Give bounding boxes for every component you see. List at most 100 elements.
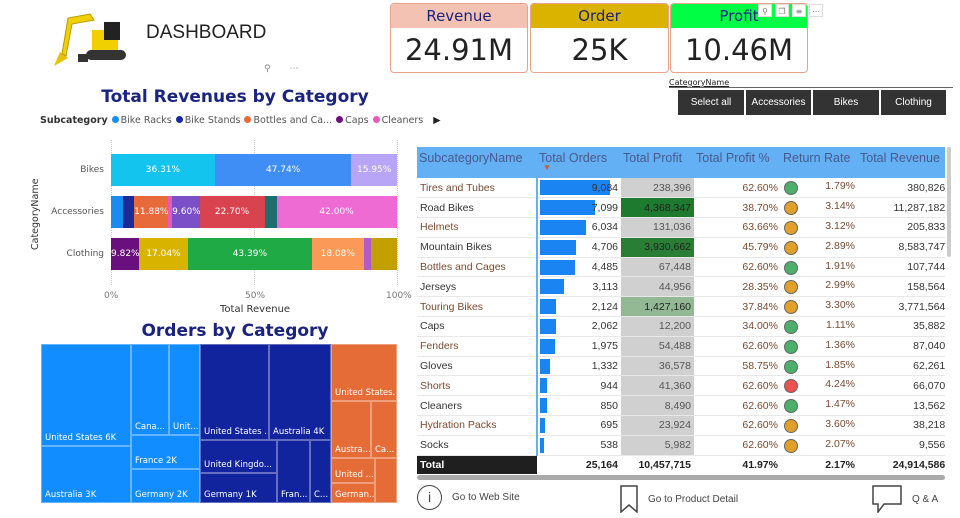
bar-segment[interactable] xyxy=(363,238,372,270)
total-profit-percent: 62.60% xyxy=(694,395,781,417)
total-revenue: 9,556.3 xyxy=(858,435,945,456)
subcategory-name: Cleaners xyxy=(417,395,538,417)
bar-segment[interactable]: 47.74% xyxy=(214,154,352,186)
treemap-tile[interactable]: United States 6K xyxy=(41,344,131,446)
total-cell: 24,914,586.8 xyxy=(892,459,945,472)
treemap-tile-label: Fran... xyxy=(281,490,308,500)
treemap-tile[interactable] xyxy=(375,458,397,503)
total-profit: 4,368,347 xyxy=(621,197,694,219)
treemap-tile[interactable]: United States... xyxy=(331,344,397,401)
visual-header-icons[interactable]: ⚲ ⋯ xyxy=(264,64,307,74)
return-rate: 1.85% xyxy=(781,356,858,377)
pin-icon[interactable]: ⚲ xyxy=(758,4,772,17)
sort-descending-icon[interactable]: ▼ xyxy=(543,163,551,172)
column-header[interactable]: Total Profit % xyxy=(694,147,781,178)
treemap-tile[interactable]: Cana... xyxy=(131,344,169,435)
treemap-tile[interactable]: German... xyxy=(331,483,375,503)
treemap-tile[interactable]: Fran... xyxy=(277,440,310,503)
bar-segment[interactable] xyxy=(264,196,277,228)
bar-segment[interactable]: 18.08% xyxy=(311,238,364,270)
bar-segment[interactable]: 17.04% xyxy=(139,238,188,270)
treemap-tile[interactable]: United Kingdo... xyxy=(200,440,277,473)
bar-segment[interactable]: 11.88% xyxy=(134,196,169,228)
total-profit: 54,488 xyxy=(621,336,694,357)
legend-item[interactable]: Cleaners xyxy=(372,115,423,126)
treemap-tile[interactable]: Unit... xyxy=(169,344,200,435)
legend-next-arrow[interactable]: ▶ xyxy=(433,115,441,126)
table-row[interactable]: Tires and Tubes 9,084 238,396 62.60% 1.79% 38… xyxy=(417,178,945,199)
go-to-product-detail-button[interactable]: Go to Product Detail xyxy=(620,485,738,513)
column-header[interactable]: Return Rate xyxy=(781,147,858,178)
total-cell: 10,457,715 xyxy=(638,459,691,472)
bar-segment[interactable] xyxy=(168,196,173,228)
total-profit-percent: 62.60% xyxy=(694,435,781,456)
column-header-label: SubcategoryName xyxy=(419,151,523,165)
bar-segment[interactable]: 15.95% xyxy=(351,154,397,186)
treemap-tile[interactable]: Ca... xyxy=(371,401,397,458)
qa-button[interactable]: Q & A xyxy=(872,485,938,513)
treemap-tile[interactable]: United ... xyxy=(331,458,375,483)
bar-segment[interactable]: 9.82% xyxy=(111,238,140,270)
treemap-tile[interactable]: France 2K xyxy=(131,435,200,469)
bar-segment[interactable]: 22.70% xyxy=(199,196,265,228)
legend-item[interactable]: Bike Stands xyxy=(175,115,240,126)
column-header-label: Return Rate xyxy=(783,151,851,165)
slicer-select-all[interactable]: Select all xyxy=(678,90,744,115)
column-header[interactable]: SubcategoryName xyxy=(417,147,537,178)
legend-item[interactable]: Bike Racks xyxy=(111,115,172,126)
slicer-accessories[interactable]: Accessories xyxy=(746,90,811,115)
bar-segment[interactable]: 43.39% xyxy=(187,238,312,270)
column-header[interactable]: Total Orders ▼ xyxy=(537,147,621,178)
slicer-bikes[interactable]: Bikes xyxy=(813,90,879,115)
legend-item[interactable]: Bottles and Ca... xyxy=(244,115,332,126)
column-header[interactable]: Total Revenue xyxy=(858,147,945,178)
total-profit: 131,036 xyxy=(621,217,694,238)
legend-item[interactable]: Caps xyxy=(336,115,369,126)
status-orange-circle-icon xyxy=(784,300,798,315)
bar-segment[interactable] xyxy=(122,196,135,228)
column-header[interactable]: Total Profit xyxy=(621,147,694,178)
table-row[interactable]: Hydration Packs 695 23,924 62.60% 3.60% 38,21… xyxy=(417,415,945,436)
copy-icon[interactable]: ❐ xyxy=(775,4,789,17)
treemap-tile[interactable]: United States ... xyxy=(200,344,269,440)
table-horizontal-scrollbar[interactable] xyxy=(417,475,945,480)
bar-segment[interactable] xyxy=(111,196,123,228)
total-profit: 12,200 xyxy=(621,316,694,337)
x-axis-label: Total Revenue xyxy=(220,304,291,315)
table-vertical-scrollbar[interactable] xyxy=(947,147,951,257)
more-options-icon[interactable]: ⋯ xyxy=(809,4,823,17)
filter-icon[interactable]: ≡ xyxy=(792,4,806,17)
return-rate-value: 4.24% xyxy=(825,378,855,391)
table-row[interactable]: Bottles and Cages 4,485 67,448 62.60% 1.91% 1… xyxy=(417,257,945,278)
table-row[interactable]: Touring Bikes 2,124 1,427,160 37.84% 3.30% 3,… xyxy=(417,296,945,318)
bar-segment[interactable]: 42.00% xyxy=(276,196,397,228)
bar-segment[interactable] xyxy=(371,238,397,270)
treemap-tile[interactable]: Germany 2K xyxy=(131,469,200,503)
total-profit: 5,982 xyxy=(621,435,694,456)
treemap-tile[interactable]: Australia 3K xyxy=(41,446,131,503)
bar-segment[interactable]: 36.31% xyxy=(111,154,215,186)
subcategory-name: Mountain Bikes xyxy=(417,237,538,258)
return-rate: 3.60% xyxy=(781,415,858,436)
bar-segment[interactable]: 9.60% xyxy=(172,196,200,228)
table-row[interactable]: Road Bikes 7,099 4,368,347 38.70% 3.14% 11,28… xyxy=(417,197,945,219)
treemap-tile[interactable]: C... xyxy=(310,440,331,503)
table-row[interactable]: Mountain Bikes 4,706 3,930,662 45.79% 2.89% 8… xyxy=(417,237,945,258)
go-to-web-site-button[interactable]: i Go to Web Site xyxy=(417,485,520,510)
treemap-tile[interactable]: Australia 4K xyxy=(269,344,331,440)
kpi-order-card: Order 25K xyxy=(530,3,669,73)
slicer-clothing[interactable]: Clothing xyxy=(881,90,946,115)
status-orange-circle-icon xyxy=(784,438,798,453)
total-orders: 944 xyxy=(537,375,621,397)
status-green-circle-icon xyxy=(784,181,798,196)
treemap-tile[interactable]: Austra... xyxy=(331,401,371,458)
treemap-tile[interactable]: Germany 1K xyxy=(200,473,277,503)
